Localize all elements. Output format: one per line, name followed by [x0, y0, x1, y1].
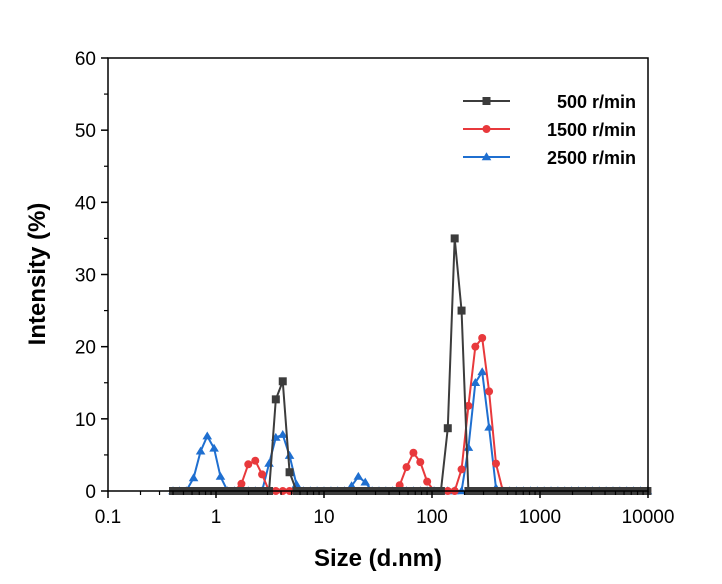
legend-label: 2500 r/min	[547, 148, 636, 168]
series-1	[169, 234, 652, 495]
data-point	[202, 431, 213, 440]
x-tick-label: 10	[313, 507, 334, 528]
data-point	[484, 422, 494, 431]
legend-marker	[481, 152, 492, 161]
data-point	[277, 429, 288, 438]
legend-entry-3: 2500 r/min	[463, 148, 636, 168]
data-point	[443, 424, 452, 433]
x-tick-label: 10000	[622, 507, 675, 528]
x-axis-title: Size (d.nm)	[314, 545, 442, 572]
data-point	[464, 401, 473, 410]
legend: 500 r/min 1500 r/min 2500 r/min	[463, 92, 636, 168]
data-point	[195, 446, 206, 455]
y-tick-label: 60	[75, 49, 96, 70]
data-point	[485, 387, 494, 396]
data-point	[264, 458, 274, 467]
y-tick-label: 20	[75, 338, 96, 359]
data-point	[215, 471, 226, 480]
data-point	[470, 378, 481, 386]
data-point	[457, 465, 466, 474]
data-point	[423, 477, 432, 486]
data-point	[457, 306, 466, 315]
data-point	[402, 463, 411, 472]
data-point	[360, 477, 371, 486]
y-tick-label: 30	[75, 266, 96, 287]
data-point	[188, 473, 199, 482]
legend-label: 1500 r/min	[547, 120, 636, 140]
y-tick-label: 0	[85, 482, 96, 503]
data-point	[409, 448, 418, 457]
data-point	[285, 468, 294, 477]
y-axis-title: Intensity (%)	[24, 203, 51, 346]
y-tick-label: 40	[75, 193, 96, 214]
x-tick-label: 0.1	[95, 507, 121, 528]
y-tick-label: 10	[75, 410, 96, 431]
x-tick-label: 1	[211, 507, 222, 528]
data-point	[271, 395, 280, 404]
data-point	[237, 479, 246, 488]
data-point	[478, 334, 487, 343]
ticks-layer	[101, 57, 649, 498]
x-tick-label: 100	[416, 507, 448, 528]
data-point	[491, 459, 500, 468]
data-point	[278, 377, 287, 386]
data-point	[284, 450, 295, 459]
data-point	[450, 234, 459, 243]
legend-marker	[482, 125, 491, 133]
data-point	[251, 456, 260, 465]
legend-label: 500 r/min	[557, 92, 636, 112]
data-point	[209, 443, 219, 452]
data-point	[244, 460, 253, 469]
data-point	[477, 367, 487, 376]
data-point	[471, 342, 480, 351]
legend-entry-1: 500 r/min	[463, 92, 636, 112]
data-point	[258, 470, 267, 479]
series-3	[168, 367, 653, 495]
labels-layer: 0 10 20 30 40 50 60 0.1 1 10 100 1000 10000	[75, 49, 675, 528]
legend-marker	[482, 97, 491, 105]
series-layer	[168, 234, 653, 495]
legend-entry-2: 1500 r/min	[463, 120, 636, 140]
series-2	[169, 334, 652, 495]
x-tick-label: 1000	[519, 507, 561, 528]
y-tick-label: 50	[75, 121, 96, 142]
data-point	[416, 458, 425, 467]
data-point	[353, 471, 364, 480]
